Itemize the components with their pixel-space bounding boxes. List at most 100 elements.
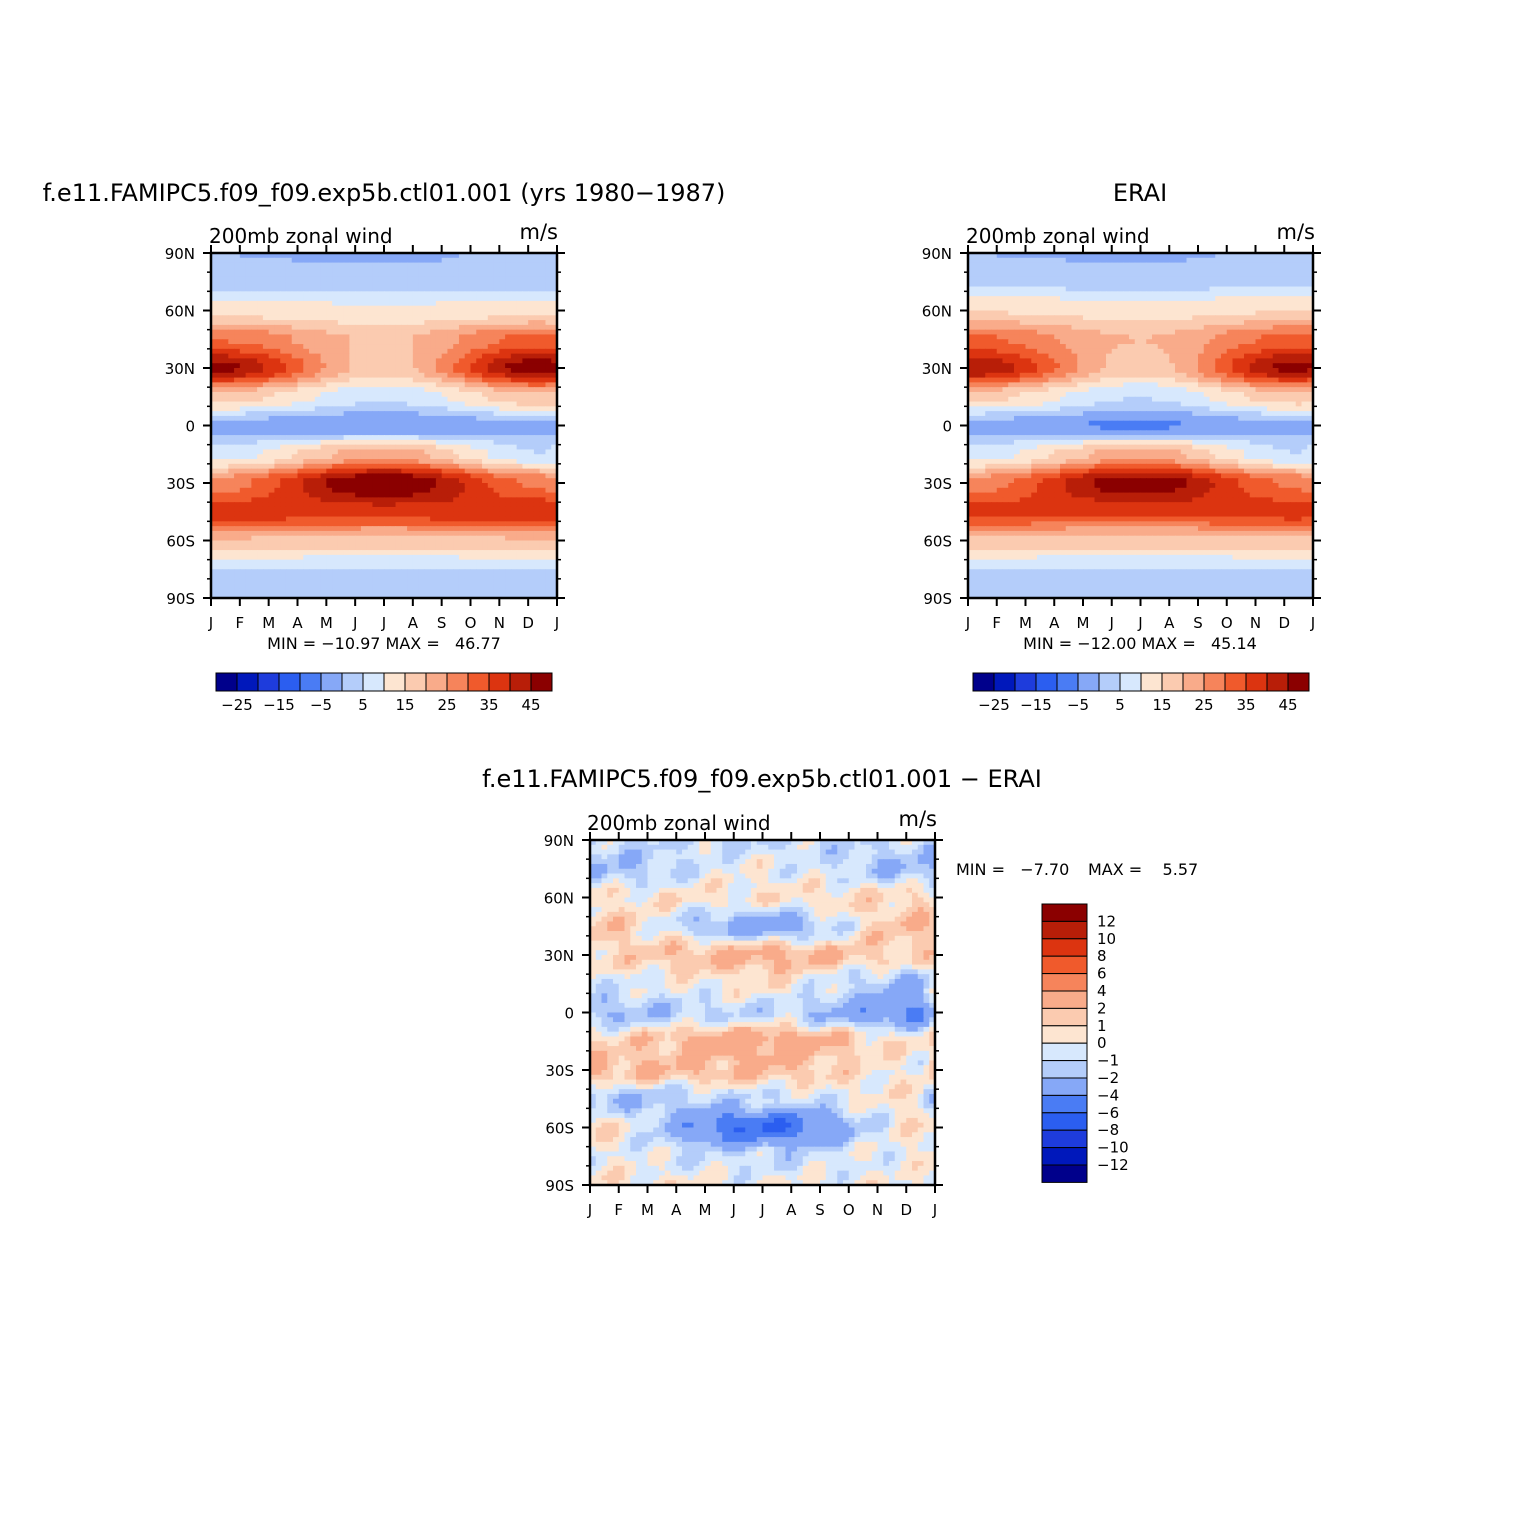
contour-cell (303, 300, 310, 307)
contour-cell (1048, 286, 1055, 292)
contour-cell (372, 411, 379, 417)
contour-cell (228, 358, 235, 364)
contour-cell (378, 276, 385, 283)
contour-cell (274, 478, 281, 484)
contour-cell (257, 530, 264, 537)
contour-cell (291, 487, 299, 494)
contour-cell (424, 334, 431, 340)
contour-cell (297, 415, 304, 422)
contour-cell (539, 276, 547, 283)
contour-cell (320, 324, 327, 331)
contour-cell (1111, 281, 1119, 288)
contour-cell (251, 300, 258, 307)
contour-cell (487, 569, 495, 575)
contour-cell (1157, 272, 1165, 278)
contour-cell (257, 506, 264, 513)
contour-cell (274, 593, 281, 599)
contour-cell (1209, 300, 1216, 307)
contour-cell (1261, 257, 1268, 264)
contour-cell (389, 272, 397, 278)
contour-cell (418, 401, 425, 407)
contour-cell (516, 262, 523, 268)
contour-cell (222, 262, 229, 268)
contour-cell (493, 506, 500, 513)
contour-cell (326, 391, 333, 398)
contour-cell (326, 559, 333, 566)
contour-cell (470, 420, 477, 427)
contour-cell (343, 569, 350, 575)
contour-cell (239, 415, 247, 422)
contour-cell (280, 291, 287, 297)
contour-cell (412, 444, 420, 451)
contour-cell (332, 516, 339, 522)
contour-cell (533, 540, 541, 546)
contour-cell (458, 372, 466, 379)
contour-cell (499, 382, 506, 388)
contour-cell (303, 415, 310, 422)
contour-cell (268, 372, 276, 379)
contour-cell (234, 391, 241, 398)
contour-cell (366, 415, 374, 422)
contour-cell (1054, 276, 1061, 283)
contour-cell (1083, 281, 1090, 288)
contour-cell (251, 329, 258, 336)
contour-cell (216, 315, 224, 321)
contour-cell (1094, 257, 1101, 264)
contour-cell (314, 449, 322, 455)
contour-cell (228, 564, 235, 570)
contour-cell (1060, 272, 1067, 278)
contour-cell (355, 588, 362, 594)
contour-cell (401, 478, 408, 484)
contour-cell (251, 463, 258, 470)
contour-cell (510, 540, 518, 546)
contour-cell (441, 574, 449, 580)
contour-cell (545, 382, 552, 388)
contour-cell (320, 564, 327, 570)
contour-cell (251, 324, 258, 331)
contour-cell (1169, 253, 1176, 259)
contour-cell (389, 530, 397, 537)
contour-cell (458, 391, 466, 398)
contour-cell (228, 401, 235, 407)
contour-cell (274, 262, 281, 268)
contour-cell (551, 406, 558, 412)
contour-cell (1065, 272, 1073, 278)
contour-cell (222, 564, 229, 570)
contour-cell (1014, 262, 1021, 268)
contour-cell (349, 511, 356, 518)
contour-cell (291, 578, 299, 585)
contour-cell (309, 583, 316, 590)
contour-cell (1088, 281, 1096, 288)
contour-cell (545, 545, 552, 551)
contour-cell (395, 449, 402, 455)
contour-cell (332, 439, 339, 446)
contour-cell (1203, 262, 1211, 268)
contour-cell (510, 569, 518, 575)
contour-cell (424, 454, 431, 460)
contour-cell (522, 583, 529, 590)
contour-cell (493, 425, 500, 431)
contour-cell (320, 559, 327, 566)
contour-cell (285, 286, 293, 292)
contour-cell (1025, 296, 1032, 302)
contour-cell (551, 473, 558, 479)
contour-cell (349, 468, 356, 475)
contour-cell (470, 554, 477, 561)
contour-cell (482, 415, 489, 422)
contour-cell (274, 459, 281, 465)
contour-cell (291, 310, 299, 316)
contour-cell (303, 276, 310, 283)
contour-cell (528, 415, 535, 422)
contour-cell (985, 272, 992, 278)
contour-cell (320, 391, 327, 398)
contour-cell (337, 530, 345, 537)
contour-cell (499, 574, 506, 580)
contour-cell (378, 281, 385, 288)
contour-cell (343, 506, 350, 513)
contour-cell (430, 315, 437, 321)
contour-cell (1284, 296, 1291, 302)
contour-cell (355, 435, 362, 441)
contour-cell (1060, 286, 1067, 292)
contour-cell (551, 468, 558, 475)
contour-cell (366, 516, 374, 522)
